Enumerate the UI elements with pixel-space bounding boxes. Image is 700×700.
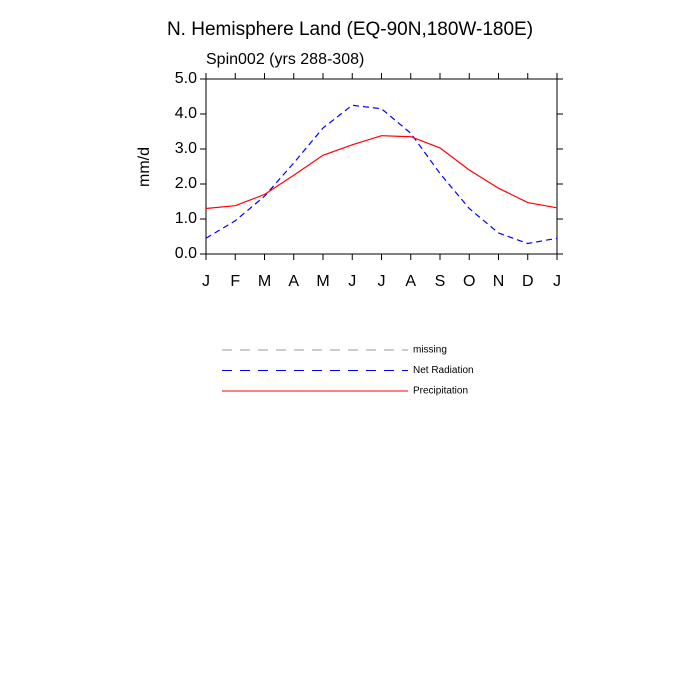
legend-label: Precipitation: [413, 386, 468, 397]
x-tick-label: J: [202, 273, 210, 290]
x-tick-label: J: [553, 273, 561, 290]
x-tick-label: O: [463, 273, 475, 290]
y-tick-label: 2.0: [175, 175, 197, 192]
y-tick-label: 4.0: [175, 105, 197, 122]
y-tick-label: 0.0: [175, 245, 197, 262]
plot-frame: [205, 78, 558, 255]
series-line: [205, 135, 558, 210]
y-tick-label: 1.0: [175, 210, 197, 227]
x-tick-label: M: [258, 273, 271, 290]
x-tick-label: A: [288, 273, 299, 290]
y-tick-label: 3.0: [175, 140, 197, 157]
chart-title: N. Hemisphere Land (EQ-90N,180W-180E): [167, 19, 533, 40]
legend-label: Net Radiation: [413, 365, 474, 376]
series-line: [205, 104, 558, 245]
x-tick-label: A: [405, 273, 416, 290]
x-tick-label: J: [348, 273, 356, 290]
y-axis-label: mm/d: [136, 147, 153, 187]
y-tick-label: 5.0: [175, 70, 197, 87]
x-tick-label: S: [435, 273, 446, 290]
x-tick-label: M: [316, 273, 329, 290]
x-tick-label: D: [522, 273, 534, 290]
x-tick-label: N: [493, 273, 505, 290]
x-tick-label: J: [378, 273, 386, 290]
chart-subtitle: Spin002 (yrs 288-308): [206, 51, 364, 68]
legend-label: missing: [413, 345, 447, 356]
x-tick-label: F: [230, 273, 240, 290]
